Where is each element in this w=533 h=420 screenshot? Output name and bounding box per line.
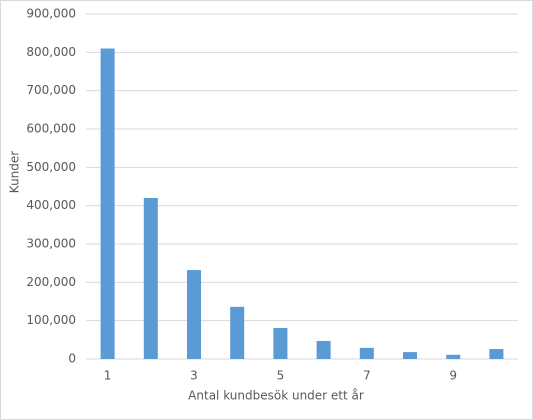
bar [446,354,461,359]
bar [489,349,504,359]
x-tick-label: 3 [190,369,198,383]
y-tick-label: 400,000 [26,198,76,212]
bar [273,327,288,359]
y-tick-label: 700,000 [26,83,76,97]
x-axis-title: Antal kundbesök under ett år [188,389,364,403]
y-tick-label: 100,000 [26,313,76,327]
y-tick-label: 500,000 [26,160,76,174]
x-tick-label: 9 [449,369,457,383]
y-tick-label: 800,000 [26,45,76,59]
x-tick-label: 5 [277,369,285,383]
y-tick-label: 0 [68,352,76,366]
bar [359,347,374,359]
y-tick-label: 300,000 [26,237,76,251]
x-tick-label: 7 [363,369,371,383]
y-tick-label: 600,000 [26,122,76,136]
bar [230,306,245,359]
x-tick-label: 1 [104,369,112,383]
bar [316,340,331,359]
y-tick-label: 200,000 [26,275,76,289]
bar [100,48,115,359]
y-axis-title: Kunder [8,151,22,193]
bar [143,198,158,359]
bar [403,352,417,359]
y-tick-label: 900,000 [26,7,76,21]
bar [187,270,201,359]
